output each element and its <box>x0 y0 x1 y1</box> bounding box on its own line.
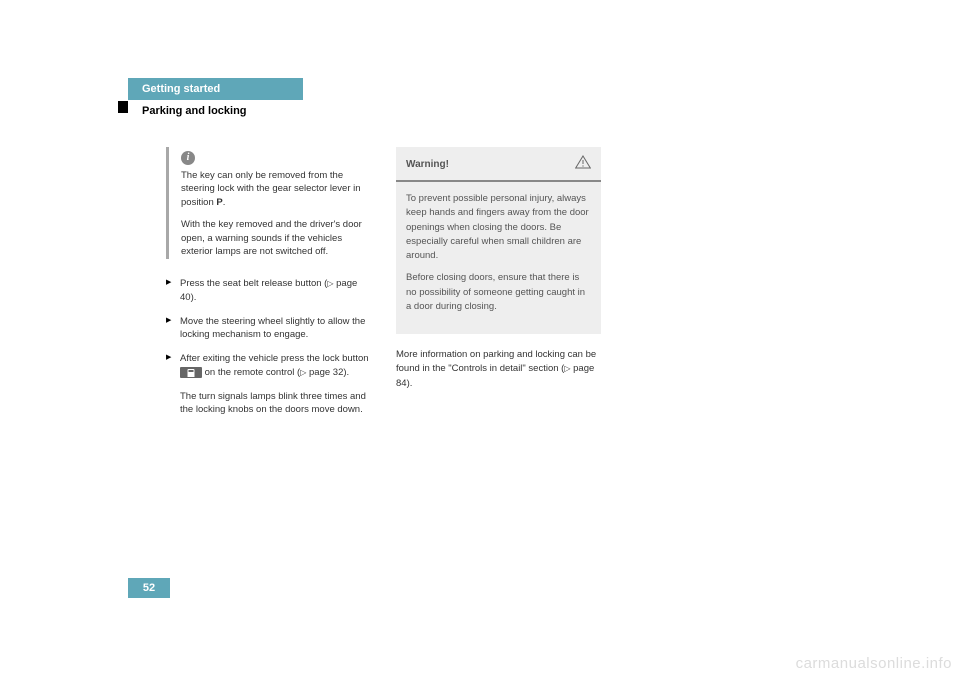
info-text: The key can only be removed from the ste… <box>181 169 371 260</box>
step-text: Move the steering wheel slightly to allo… <box>180 316 365 341</box>
step-followup: The turn signals lamps blink three times… <box>166 390 371 418</box>
step-item: After exiting the vehicle press the lock… <box>166 352 371 380</box>
more-info-text: More information on parking and locking … <box>396 348 601 391</box>
info-box: i The key can only be removed from the s… <box>166 147 371 259</box>
side-marker <box>118 101 128 113</box>
more-info-after: ). <box>407 378 413 389</box>
page-ref: page 32 <box>309 367 343 378</box>
step-item: Press the seat belt release button (▷ pa… <box>166 277 371 305</box>
warning-body: To prevent possible personal injury, alw… <box>396 182 601 334</box>
info-icon: i <box>181 151 195 165</box>
warning-header: Warning! <box>396 147 601 182</box>
page-number: 52 <box>128 578 170 598</box>
warning-box: Warning! To prevent possible personal in… <box>396 147 601 334</box>
step-text: on the remote control ( <box>202 367 300 378</box>
ref-arrow-icon: ▷ <box>564 364 570 373</box>
section-tab: Getting started <box>128 78 303 100</box>
step-text: After exiting the vehicle press the lock… <box>180 353 369 364</box>
warning-paragraph: Before closing doors, ensure that there … <box>406 271 591 314</box>
section-subtitle: Parking and locking <box>128 100 832 117</box>
warning-icon <box>575 155 591 174</box>
ref-arrow-icon: ▷ <box>327 279 333 288</box>
lock-icon <box>180 367 202 378</box>
step-item: Move the steering wheel slightly to allo… <box>166 315 371 343</box>
info-paragraph: The key can only be removed from the ste… <box>181 169 371 210</box>
info-paragraph: With the key removed and the driver's do… <box>181 218 371 259</box>
warning-title: Warning! <box>406 159 449 170</box>
left-column: i The key can only be removed from the s… <box>166 147 371 427</box>
steps-list: Press the seat belt release button (▷ pa… <box>166 277 371 380</box>
right-column: Warning! To prevent possible personal in… <box>396 147 601 391</box>
step-text: ). <box>343 367 349 378</box>
ref-arrow-icon: ▷ <box>300 368 306 377</box>
watermark: carmanualsonline.info <box>796 655 952 672</box>
warning-paragraph: To prevent possible personal injury, alw… <box>406 192 591 263</box>
step-text: Press the seat belt release button ( <box>180 278 327 289</box>
page-container: Getting started Parking and locking i Th… <box>128 78 832 598</box>
step-text: ). <box>191 292 197 303</box>
